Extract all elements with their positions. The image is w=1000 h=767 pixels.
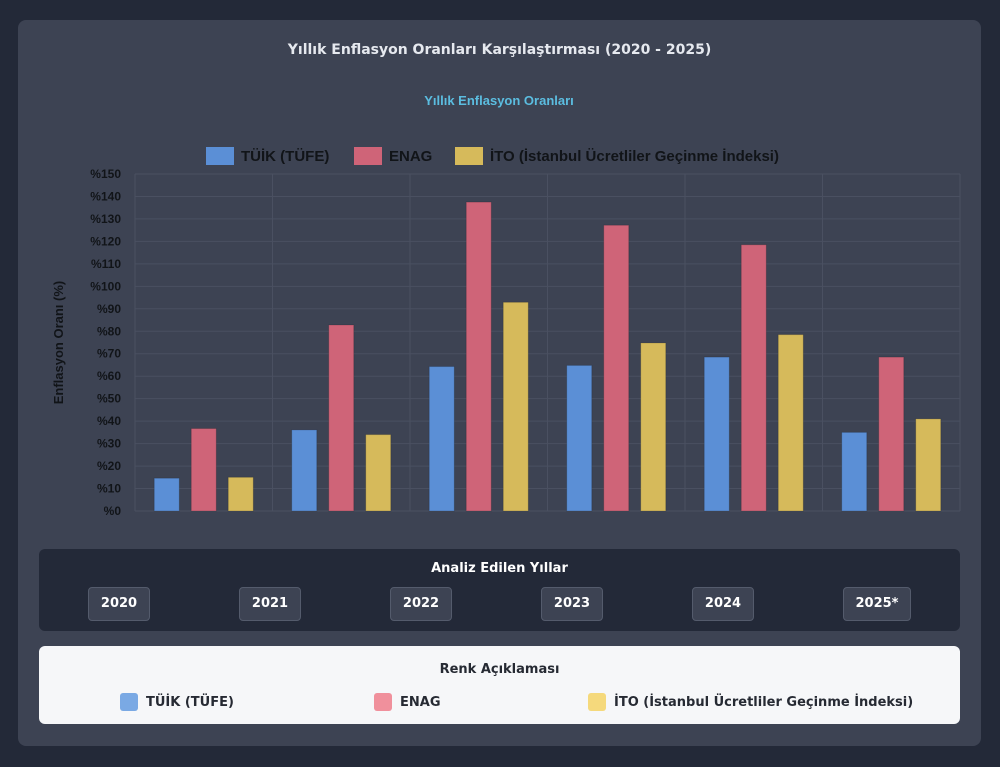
color-legend-label: İTO (İstanbul Ücretliler Geçinme İndeksi… xyxy=(614,694,914,710)
years-panel: Analiz Edilen Yıllar 2020 2021 2022 2023… xyxy=(39,549,960,631)
y-tick-label: %100 xyxy=(90,279,121,293)
year-button-2025[interactable]: 2025* xyxy=(843,587,911,621)
bar-2021-series-1 xyxy=(328,324,355,512)
bar-2024-series-2 xyxy=(777,334,804,512)
year-button-2022[interactable]: 2022 xyxy=(390,587,452,621)
bar-2021-series-2 xyxy=(365,434,392,512)
y-tick-label: %20 xyxy=(97,459,121,473)
y-tick-label: %30 xyxy=(97,437,121,451)
legend-label-0: TÜİK (TÜFE) xyxy=(241,148,329,165)
bar-2022-series-2 xyxy=(502,301,529,512)
y-axis-label: Enflasyon Oranı (%) xyxy=(51,281,66,405)
y-tick-label: %60 xyxy=(97,369,121,383)
bar-2022-series-1 xyxy=(465,201,492,512)
color-legend-label: ENAG xyxy=(400,694,441,710)
color-legend-label: TÜİK (TÜFE) xyxy=(146,694,234,710)
color-swatch-enag xyxy=(374,693,392,711)
color-legend-item-enag: ENAG xyxy=(374,692,441,712)
y-tick-label: %130 xyxy=(90,212,121,226)
year-button-2023[interactable]: 2023 xyxy=(541,587,603,621)
bar-2023-series-2 xyxy=(640,342,667,512)
bar-2024-series-1 xyxy=(740,244,767,512)
y-tick-label: %10 xyxy=(97,482,121,496)
bar-2025-series-2 xyxy=(915,418,942,512)
y-tick-label: %80 xyxy=(97,324,121,338)
bar-2020-series-2 xyxy=(227,476,254,512)
legend-swatch-1 xyxy=(354,147,382,165)
chart-title: Yıllık Enflasyon Oranları xyxy=(424,93,574,108)
years-panel-title: Analiz Edilen Yıllar xyxy=(431,561,568,576)
legend-swatch-0 xyxy=(206,147,234,165)
year-button-2020[interactable]: 2020 xyxy=(88,587,150,621)
y-tick-label: %140 xyxy=(90,189,121,203)
color-swatch-tuik xyxy=(120,693,138,711)
page-title: Yıllık Enflasyon Oranları Karşılaştırmas… xyxy=(287,42,712,58)
y-tick-label: %90 xyxy=(97,302,121,316)
color-swatch-ito xyxy=(588,693,606,711)
chart-card: Yıllık Enflasyon Oranları Karşılaştırmas… xyxy=(18,20,981,746)
y-tick-label: %120 xyxy=(90,234,121,248)
bar-2025-series-1 xyxy=(878,356,905,512)
inflation-bar-chart: Yıllık Enflasyon Oranları TÜİK (TÜFE) ENAG… xyxy=(51,93,961,518)
y-tick-label: %50 xyxy=(97,392,121,406)
bar-2020-series-0 xyxy=(153,477,180,512)
y-tick-label: %40 xyxy=(97,414,121,428)
color-legend-title: Renk Açıklaması xyxy=(439,662,560,677)
legend-label-1: ENAG xyxy=(389,148,432,165)
y-tick-label: %70 xyxy=(97,347,121,361)
color-legend-panel: Renk Açıklaması TÜİK (TÜFE) ENAG İTO (İs… xyxy=(39,646,960,724)
bar-2025-series-0 xyxy=(841,431,868,512)
bar-2021-series-0 xyxy=(291,429,318,512)
legend-swatch-2 xyxy=(455,147,483,165)
year-button-2021[interactable]: 2021 xyxy=(239,587,301,621)
bar-2024-series-0 xyxy=(703,356,730,512)
color-legend-item-tuik: TÜİK (TÜFE) xyxy=(120,692,234,712)
bar-2020-series-1 xyxy=(190,428,217,512)
y-tick-label: %110 xyxy=(91,257,121,271)
y-tick-label: %0 xyxy=(104,504,122,518)
year-button-2024[interactable]: 2024 xyxy=(692,587,754,621)
legend-label-2: İTO (İstanbul Ücretliler Geçinme İndeksi… xyxy=(490,148,779,165)
bar-2022-series-0 xyxy=(428,366,455,512)
y-tick-label: %150 xyxy=(90,167,121,181)
bar-2023-series-1 xyxy=(603,224,630,512)
color-legend-item-ito: İTO (İstanbul Ücretliler Geçinme İndeksi… xyxy=(588,692,913,712)
bar-2023-series-0 xyxy=(566,364,593,512)
